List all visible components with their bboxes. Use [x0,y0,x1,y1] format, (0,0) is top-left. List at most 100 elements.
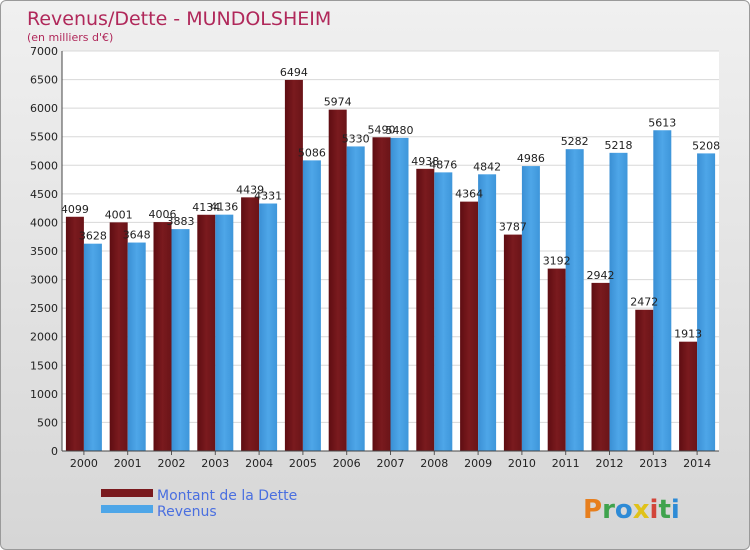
legend-label-revenus: Revenus [157,504,217,520]
data-label-revenus: 5282 [561,135,589,148]
data-label-revenus: 4842 [473,160,501,173]
legend-swatch-revenus [101,505,153,513]
y-tick-label: 3500 [30,245,58,258]
bar-revenus [478,174,497,452]
data-label-dette: 5490 [368,123,396,136]
data-label-dette: 5974 [324,96,352,109]
data-label-revenus: 5208 [692,139,720,152]
chart-title: Revenus/Dette - MUNDOLSHEIM [27,8,331,30]
axes [61,51,719,452]
bar-dette [372,137,391,452]
legend-swatch-dette [101,489,153,497]
data-label-dette: 4364 [455,188,483,201]
bar-dette [591,282,610,451]
bars [65,79,716,452]
data-label-revenus: 4876 [429,158,457,171]
data-label-dette: 2942 [587,269,615,282]
y-tick-label: 3000 [30,274,58,287]
bar-dette [547,268,566,451]
svg-text:Proxiti: Proxiti [583,495,680,525]
y-tick-label: 1500 [30,359,58,372]
data-label-revenus: 4331 [254,190,282,203]
y-tick-label: 2500 [30,302,58,315]
bar-revenus [390,137,409,451]
x-tick-label: 2002 [158,457,186,470]
x-tick-label: 2000 [70,457,98,470]
y-tick-label: 6500 [30,74,58,87]
bar-dette [460,201,479,451]
y-tick-label: 1000 [30,388,58,401]
bar-revenus [434,172,453,451]
data-label-revenus: 3883 [167,215,195,228]
x-axis-ticks: 2000 2001 2002 2003 2004 2005 2006 2007 2008 2009… [70,451,711,470]
bar-dette [109,222,128,451]
bar-revenus [565,149,584,451]
y-tick-label: 4500 [30,188,58,201]
bar-dette [679,341,698,451]
bar-revenus [697,153,716,451]
y-tick-label: 4000 [30,216,58,229]
data-label-dette: 4134 [192,201,220,214]
legend: Montant de la Dette Revenus [101,488,297,520]
bar-dette [284,79,303,452]
bar-dette [65,216,84,451]
data-label-revenus: 5086 [298,146,326,159]
data-label-dette: 4006 [149,208,177,221]
bar-revenus [259,203,278,451]
proxiti-logo: Proxiti [583,495,680,525]
x-tick-label: 2013 [639,457,667,470]
y-tick-label: 5000 [30,159,58,172]
data-label-revenus: 4136 [210,201,238,214]
y-tick-label: 5500 [30,131,58,144]
data-label-revenus: 5613 [648,116,676,129]
data-label-dette: 3787 [499,221,527,234]
chart-subtitle: (en milliers d'€) [27,31,113,44]
data-label-revenus: 5218 [605,139,633,152]
bar-dette [635,309,654,451]
y-tick-label: 500 [37,416,58,429]
data-label-dette: 4938 [411,155,439,168]
data-label-revenus: 5480 [386,124,414,137]
bar-revenus [127,242,146,451]
x-tick-label: 2001 [114,457,142,470]
bar-revenus [346,146,365,451]
bar-revenus [215,214,234,451]
bar-dette [503,234,522,451]
y-axis-ticks: 0 500 1000 1500 2000 2500 3000 3500 4000 4500 5000… [30,45,58,458]
bar-dette [197,214,216,451]
y-tick-label: 2000 [30,331,58,344]
data-label-dette: 3192 [543,255,571,268]
data-label-revenus: 4986 [517,152,545,165]
data-label-dette: 4099 [61,203,89,216]
bar-revenus [521,166,540,452]
legend-label-dette: Montant de la Dette [157,488,297,504]
data-label-revenus: 3648 [123,229,151,242]
y-tick-label: 7000 [30,45,58,58]
data-label-dette: 4001 [105,208,133,221]
bar-revenus [609,152,628,452]
data-label-dette: 4439 [236,183,264,196]
x-tick-label: 2010 [508,457,536,470]
x-tick-label: 2008 [420,457,448,470]
x-tick-label: 2012 [596,457,624,470]
data-label-dette: 6494 [280,66,308,79]
bar-dette [416,168,435,452]
bar-revenus [171,229,190,451]
bar-revenus [302,160,321,451]
bar-dette [328,109,347,451]
x-tick-label: 2007 [377,457,405,470]
bar-dette [153,222,172,451]
data-label-revenus: 3628 [79,230,107,243]
x-tick-label: 2011 [552,457,580,470]
y-tick-label: 0 [51,445,58,458]
data-label-dette: 1913 [674,328,702,341]
x-tick-label: 2009 [464,457,492,470]
x-tick-label: 2005 [289,457,317,470]
data-label-revenus: 5330 [342,132,370,145]
x-tick-label: 2003 [201,457,229,470]
bar-revenus [653,130,672,451]
x-tick-label: 2006 [333,457,361,470]
x-tick-label: 2004 [245,457,273,470]
